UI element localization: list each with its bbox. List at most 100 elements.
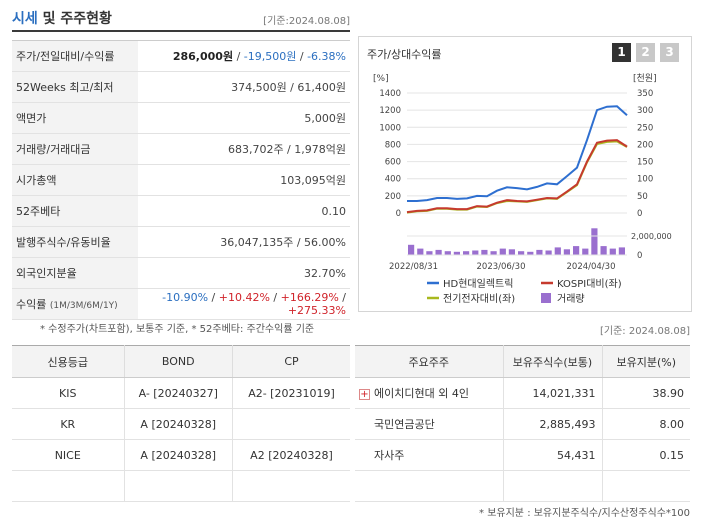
volume-bar xyxy=(453,251,460,255)
chart-tab-2[interactable]: 2 xyxy=(636,43,655,62)
row-label: 외국인지분율 xyxy=(12,257,138,289)
col-header: 보유지분(%) xyxy=(602,345,690,378)
bond-rating: A- [20240327] xyxy=(124,377,233,409)
holder-pct: 8.00 xyxy=(602,408,690,440)
row-value: 374,500원 / 61,400원 xyxy=(138,71,350,103)
row-value: 5,000원 xyxy=(138,102,350,134)
left-tick-label: 1200 xyxy=(379,106,401,116)
left-tick-label: 1000 xyxy=(379,123,401,133)
chart-title: 주가/상대수익률 xyxy=(367,48,442,61)
agency: NICE xyxy=(12,439,125,471)
row-label: 52주베타 xyxy=(12,195,138,227)
agency xyxy=(12,470,125,502)
volume-bar xyxy=(481,249,488,255)
holder-shares: 54,431 xyxy=(503,439,603,471)
volume-bar xyxy=(573,246,580,255)
row-value: -10.90% / +10.42% / +166.29% / +275.33% xyxy=(138,288,350,320)
price-info-table: 주가/전일대비/수익률 286,000원 / -19,500원 / -6.38%… xyxy=(12,40,350,320)
series-line xyxy=(406,139,628,214)
right-tick-label: 0 xyxy=(637,209,642,219)
right-tick-label: 300 xyxy=(637,106,653,116)
expand-icon[interactable]: + xyxy=(359,388,370,400)
table-row: 52주베타 0.10 xyxy=(12,195,350,227)
volume-bar xyxy=(435,249,442,255)
base-date: [기준:2024.08.08] xyxy=(263,16,350,27)
row-value: 32.70% xyxy=(138,257,350,289)
right-tick-label: 200 xyxy=(637,140,653,150)
volume-bar xyxy=(609,248,616,255)
volume-bar xyxy=(600,246,607,255)
table-row: 주가/전일대비/수익률 286,000원 / -19,500원 / -6.38% xyxy=(12,40,350,72)
shareholders-table: 주요주주 보유주식수(보통) 보유지분(%) + 에이치디현대 외 4인 14,0… xyxy=(355,345,690,502)
row-label: 거래량/거래대금 xyxy=(12,133,138,165)
row-value: 0.10 xyxy=(138,195,350,227)
row-value: 286,000원 / -19,500원 / -6.38% xyxy=(138,40,350,72)
volume-bar xyxy=(499,248,506,255)
col-header: BOND xyxy=(124,345,233,378)
row-label: 주가/전일대비/수익률 xyxy=(12,40,138,72)
volume-bar xyxy=(472,250,479,255)
volume-bar xyxy=(490,251,497,255)
volume-bar xyxy=(554,247,561,255)
table-row xyxy=(355,470,690,502)
volume-bar xyxy=(518,251,525,255)
table-row: KR A [20240328] xyxy=(12,408,350,440)
chart-panel: 주가/상대수익률 1 2 3 [%] [천원] 1400 350 1200 300 1000… xyxy=(358,36,692,312)
volume-zero-label: 0 xyxy=(637,251,642,261)
right-unit: [천원] xyxy=(633,73,657,84)
volume-tick-label: 2,000,000 xyxy=(631,232,672,241)
current-price: 286,000원 xyxy=(172,50,234,63)
agency: KIS xyxy=(12,377,125,409)
holder-name-text: 에이치디현대 외 4인 xyxy=(374,387,469,400)
return-6m: +166.29% xyxy=(280,291,339,304)
price-change: -19,500원 xyxy=(243,50,297,63)
table-header-row: 주요주주 보유주식수(보통) 보유지분(%) xyxy=(355,345,690,378)
table-header-row: 신용등급 BOND CP xyxy=(12,345,350,378)
right-tick-label: 50 xyxy=(637,192,648,202)
row-value: 36,047,135주 / 56.00% xyxy=(138,226,350,258)
table-row: 국민연금공단 2,885,493 8.00 xyxy=(355,408,690,440)
legend-label: 거래량 xyxy=(557,293,585,305)
chart-tab-3[interactable]: 3 xyxy=(660,43,679,62)
col-header: 보유주식수(보통) xyxy=(503,345,603,378)
cp-rating: A2- [20231019] xyxy=(232,377,350,409)
volume-bar xyxy=(591,228,598,255)
volume-bar xyxy=(426,251,433,255)
row-label: 수익률 (1M/3M/6M/1Y) xyxy=(12,288,138,320)
bond-rating: A [20240328] xyxy=(124,439,233,471)
table-row: 자사주 54,431 0.15 xyxy=(355,439,690,471)
return-label: 수익률 xyxy=(16,298,47,311)
chart-tab-1[interactable]: 1 xyxy=(612,43,631,62)
row-value: 103,095억원 xyxy=(138,164,350,196)
x-tick-label: 2024/04/30 xyxy=(567,262,616,272)
table-row: + 에이치디현대 외 4인 14,021,331 38.90 xyxy=(355,377,690,409)
holder-name xyxy=(355,470,504,502)
base-date-holders: [기준: 2024.08.08] xyxy=(599,326,690,337)
price-rate: -6.38% xyxy=(307,50,346,63)
row-label: 액면가 xyxy=(12,102,138,134)
row-value: 683,702주 / 1,978억원 xyxy=(138,133,350,165)
volume-bar xyxy=(417,248,424,255)
left-tick-label: 600 xyxy=(385,158,401,168)
legend-swatch xyxy=(541,293,551,303)
title-main: 시세 xyxy=(12,11,38,27)
right-tick-label: 350 xyxy=(637,89,653,99)
credit-rating-table: 신용등급 BOND CP KIS A- [20240327] A2- [202310… xyxy=(12,345,350,502)
table-row: KIS A- [20240327] A2- [20231019] xyxy=(12,377,350,409)
title-sub: 및 주주현황 xyxy=(37,11,112,27)
volume-bar xyxy=(463,251,470,255)
holder-pct: 38.90 xyxy=(602,377,690,409)
left-tick-label: 400 xyxy=(385,175,401,185)
row-label: 시가총액 xyxy=(12,164,138,196)
volume-bar xyxy=(508,249,515,255)
holder-shares: 14,021,331 xyxy=(503,377,603,409)
volume-bar xyxy=(545,250,552,255)
legend-label: 전기전자대비(좌) xyxy=(443,293,515,305)
holder-pct: 0.15 xyxy=(602,439,690,471)
x-tick-label: 2023/06/30 xyxy=(477,262,526,272)
table-row: 액면가 5,000원 xyxy=(12,102,350,134)
table-row xyxy=(12,470,350,502)
return-period-label: (1M/3M/6M/1Y) xyxy=(49,301,118,311)
left-tick-label: 0 xyxy=(396,209,401,219)
